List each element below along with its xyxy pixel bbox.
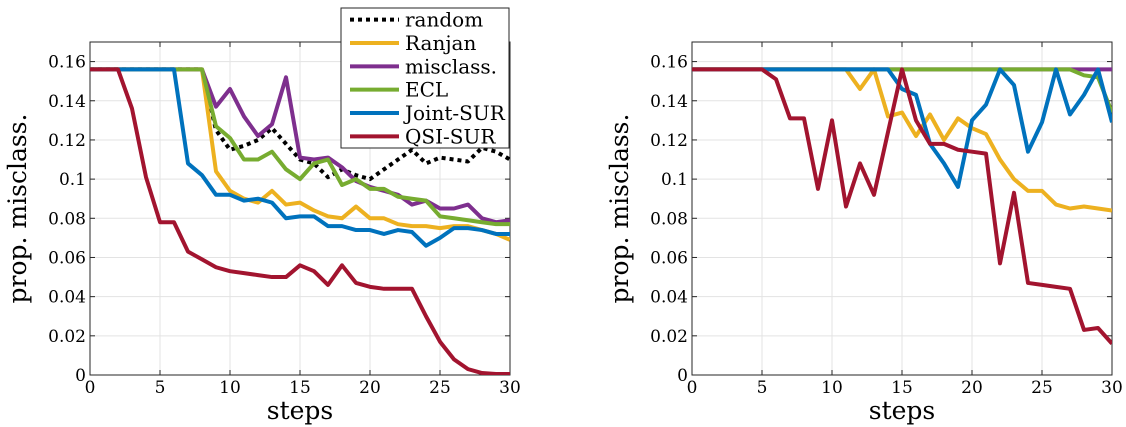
y-tick-label: 0.02	[48, 327, 86, 347]
x-tick-label: 30	[1101, 378, 1123, 398]
x-axis-label: steps	[869, 396, 936, 425]
series-line-qsi-sur	[90, 67, 510, 375]
y-tick-label: 0	[677, 366, 688, 386]
y-tick-label: 0.1	[59, 170, 86, 190]
y-tick-label: 0.12	[650, 131, 688, 151]
x-tick-label: 15	[289, 378, 311, 398]
legend-label: Ranjan	[405, 31, 476, 55]
y-axis-label: prop. misclass.	[3, 114, 32, 304]
series-line-qsi-sur	[692, 67, 1112, 345]
y-tick-label: 0.08	[48, 209, 86, 229]
legend-label: Joint-SUR	[403, 101, 506, 125]
y-tick-label: 0.08	[650, 209, 688, 229]
x-tick-label: 5	[757, 378, 768, 398]
x-tick-label: 30	[499, 378, 521, 398]
x-tick-label: 0	[687, 378, 698, 398]
y-tick-label: 0.06	[650, 248, 688, 268]
y-tick-label: 0.02	[650, 327, 688, 347]
series-lines	[90, 67, 510, 375]
x-axis-label: steps	[267, 396, 334, 425]
legend-label: random	[405, 8, 483, 32]
y-tick-label: 0.16	[48, 53, 86, 73]
legend-label: misclass.	[405, 54, 497, 78]
y-tick-label: 0.1	[661, 170, 688, 190]
right-plot: 0 5 10 15 20 25 30 0 0.02 0.04 0.06 0.08 0.1 0.12 0.14…	[605, 41, 1123, 425]
y-tick-label: 0.04	[650, 288, 688, 308]
y-tick-label: 0	[75, 366, 86, 386]
y-tick-label: 0.16	[650, 53, 688, 73]
y-tick-label: 0.12	[48, 131, 86, 151]
series-lines	[692, 67, 1112, 345]
x-tick-label: 25	[1031, 378, 1053, 398]
y-axis-label: prop. misclass.	[605, 114, 634, 304]
left-plot: 0 5 10 15 20 25 30 0 0.02 0.04 0.06 0.08 0.1 0.12 0.14…	[3, 7, 521, 425]
x-tick-label: 15	[891, 378, 913, 398]
legend-label: QSI-SUR	[405, 124, 496, 148]
x-tick-label: 20	[961, 378, 983, 398]
x-tick-label: 20	[359, 378, 381, 398]
legend-box	[340, 7, 510, 149]
y-tick-label: 0.14	[48, 92, 86, 112]
x-tick-label: 5	[155, 378, 166, 398]
legend-label: ECL	[405, 78, 448, 102]
y-tick-label: 0.04	[48, 288, 86, 308]
x-tick-label: 25	[429, 378, 451, 398]
series-line-joint-sur	[90, 67, 510, 248]
x-tick-label: 0	[85, 378, 96, 398]
x-tick-label: 10	[821, 378, 843, 398]
y-tick-label: 0.06	[48, 248, 86, 268]
y-tick-label: 0.14	[650, 92, 688, 112]
x-tick-label: 10	[219, 378, 241, 398]
